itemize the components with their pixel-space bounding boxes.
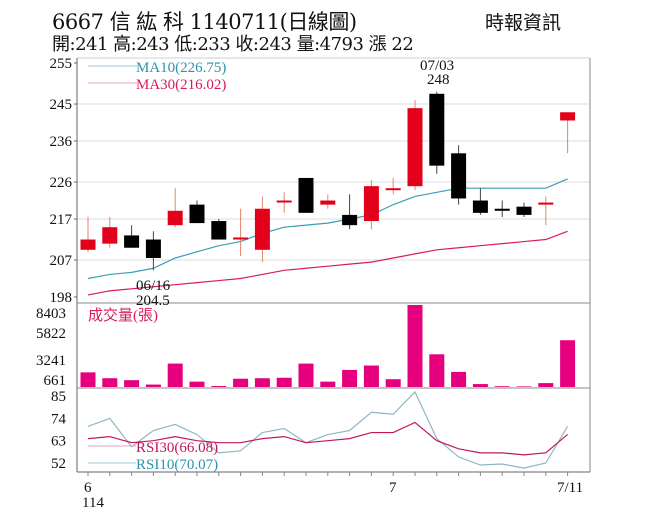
volume-tick-label: 5822 — [36, 326, 66, 342]
price-tick-label: 255 — [50, 56, 73, 72]
price-tick-label: 198 — [50, 290, 73, 306]
candle — [407, 99, 423, 191]
volume-bar — [254, 378, 270, 387]
candle — [102, 216, 118, 248]
volume-bar — [342, 369, 358, 387]
price-tick-label: 207 — [50, 253, 73, 269]
rsi10-line — [87, 390, 569, 469]
candle — [233, 208, 249, 256]
rsi-tick-label: 63 — [51, 434, 66, 450]
volume-bar — [516, 386, 532, 387]
candle — [538, 196, 554, 226]
volume-bar — [145, 384, 161, 387]
rsi10-legend: RSI10(70.07) — [136, 457, 218, 473]
ma10-legend: MA10(226.75) — [136, 60, 226, 76]
volume-bar — [429, 354, 445, 387]
volume-bar — [560, 340, 576, 387]
candlestick-series — [80, 91, 576, 271]
x-label-june: 6 — [84, 480, 92, 496]
x-label-last-date: 7/11 — [557, 480, 583, 496]
volume-bar — [494, 386, 510, 387]
data-source-label: 時報資訊 — [485, 12, 562, 34]
candle — [451, 145, 467, 205]
ma10-line — [87, 178, 568, 280]
quote-summary: 開:241 高:243 低:233 收:243 量:4793 漲 22 — [52, 34, 414, 55]
candle — [342, 194, 358, 230]
x-label-year: 114 — [82, 495, 104, 511]
candle — [276, 192, 292, 213]
volume-bar — [211, 386, 227, 387]
low-date-label: 06/16 — [136, 278, 171, 294]
volume-bar — [124, 380, 140, 387]
candle — [494, 200, 510, 217]
volume-tick-label: 8403 — [36, 306, 66, 322]
rsi30-line — [87, 421, 568, 456]
rsi-tick-label: 52 — [51, 456, 66, 472]
volume-tick-label: 3241 — [36, 353, 66, 369]
volume-bars — [80, 305, 576, 387]
volume-bar — [189, 381, 205, 387]
candle — [385, 177, 401, 195]
low-value-label: 204.5 — [136, 293, 170, 309]
rsi30-legend: RSI30(66.08) — [136, 440, 218, 456]
rsi-tick-label: 85 — [51, 389, 66, 405]
volume-bar — [298, 363, 314, 387]
candle — [472, 188, 488, 215]
candle — [254, 196, 270, 263]
rsi-lines — [87, 390, 569, 469]
volume-bar — [167, 363, 183, 387]
volume-bar — [320, 381, 336, 387]
volume-tick-label: 661 — [44, 373, 67, 389]
volume-bar — [451, 371, 467, 387]
price-tick-label: 236 — [50, 134, 73, 150]
candle — [145, 231, 161, 271]
volume-bar — [407, 305, 423, 387]
candle — [516, 202, 532, 217]
candle — [167, 188, 183, 228]
volume-bar — [276, 377, 292, 387]
candle — [429, 91, 445, 174]
price-tick-label: 226 — [50, 175, 73, 191]
x-label-july: 7 — [389, 480, 397, 496]
ma30-line — [87, 230, 568, 296]
volume-bar — [233, 378, 249, 387]
candle — [211, 219, 227, 240]
volume-bar — [385, 379, 401, 387]
candle — [298, 177, 314, 213]
price-tick-label: 245 — [50, 97, 73, 113]
rsi-tick-label: 74 — [51, 411, 67, 427]
candle — [363, 180, 379, 230]
candle — [124, 225, 140, 248]
high-value-label: 248 — [427, 72, 450, 88]
candle — [320, 194, 336, 209]
gridlines — [77, 103, 590, 261]
volume-bar — [538, 383, 554, 387]
ma30-legend: MA30(216.02) — [136, 77, 226, 93]
volume-bar — [472, 384, 488, 387]
candle — [560, 112, 576, 154]
volume-bar — [102, 378, 118, 387]
price-tick-label: 217 — [50, 212, 73, 228]
chart-title: 6667 信 紘 科 1140711(日線圖) — [52, 10, 357, 34]
high-date-label: 07/03 — [420, 58, 454, 74]
candle — [189, 200, 205, 224]
volume-bar — [363, 365, 379, 387]
candle — [80, 216, 96, 252]
volume-bar — [80, 372, 96, 387]
volume-legend: 成交量(張) — [88, 306, 158, 324]
